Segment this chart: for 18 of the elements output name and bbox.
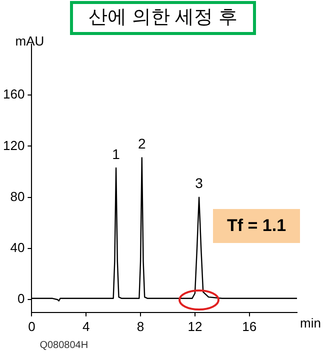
- x-tick-label: 16: [242, 318, 257, 334]
- y-tick-label: 40: [10, 240, 25, 256]
- x-tick-label: 4: [82, 318, 90, 334]
- y-tick-label: 80: [10, 188, 25, 204]
- chart-title: 산에 의한 세정 후: [70, 1, 256, 35]
- x-tick-label: 8: [136, 318, 144, 334]
- annotation: Tf = 1.1: [213, 209, 300, 244]
- x-tick-label: 12: [188, 318, 202, 334]
- y-axis-title: mAU: [15, 34, 44, 49]
- text: Q080804H: [40, 340, 88, 351]
- y-tick-label: 160: [2, 86, 25, 102]
- y-tick-label: 120: [2, 138, 25, 153]
- annotation: 3: [195, 175, 204, 192]
- y-tick-label: 0: [17, 291, 25, 306]
- x-axis-title: min: [300, 315, 321, 330]
- annotation: 1: [112, 146, 120, 162]
- annotation: 2: [138, 136, 146, 152]
- x-tick-label: 0: [28, 318, 36, 334]
